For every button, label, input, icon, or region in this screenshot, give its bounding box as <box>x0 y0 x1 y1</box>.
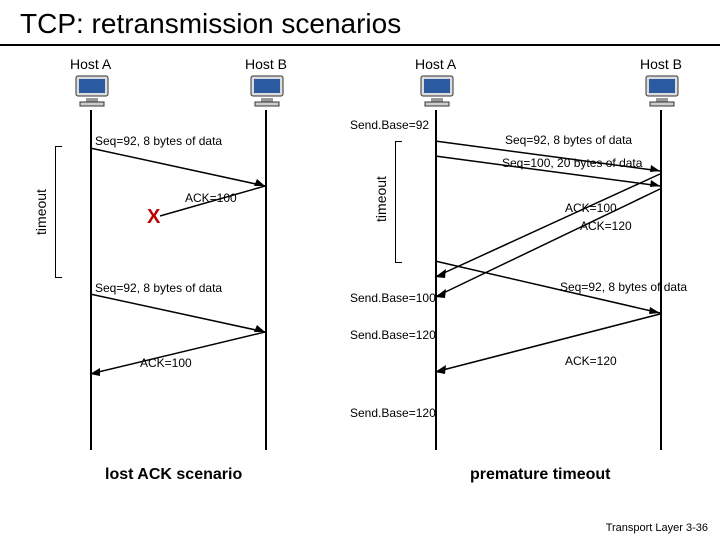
host-a2-label: Host A <box>415 56 456 72</box>
left-caption: lost ACK scenario <box>105 466 242 484</box>
arrow-right-3 <box>435 261 662 316</box>
page-title: TCP: retransmission scenarios <box>0 0 720 46</box>
arrow-left-1 <box>90 148 267 188</box>
timeout-bracket-right <box>395 141 402 263</box>
arrow-right-ack3 <box>435 314 662 374</box>
arrow-left-2 <box>90 294 267 334</box>
computer-icon <box>417 74 457 108</box>
computer-icon <box>642 74 682 108</box>
computer-icon <box>247 74 287 108</box>
right-sendbase92: Send.Base=92 <box>350 118 429 132</box>
right-sendbase100: Send.Base=100 <box>350 291 436 305</box>
timeout-label-right: timeout <box>373 176 389 222</box>
arrow-left-ack1 <box>90 186 267 231</box>
timeout-bracket-left <box>55 146 62 278</box>
arrow-left-ack2 <box>90 332 267 377</box>
right-caption: premature timeout <box>470 466 610 484</box>
left-seq92-2: Seq=92, 8 bytes of data <box>95 281 222 295</box>
computer-icon <box>72 74 112 108</box>
x-mark-icon: X <box>147 206 160 229</box>
diagram-area: Host A Host B Host A Host B timeout Seq=… <box>0 56 720 526</box>
host-b2-label: Host B <box>640 56 682 72</box>
host-a1-label: Host A <box>70 56 111 72</box>
right-sendbase120-a: Send.Base=120 <box>350 328 436 342</box>
right-sendbase120-b: Send.Base=120 <box>350 406 436 420</box>
footer-text: Transport Layer 3-36 <box>606 522 708 534</box>
timeout-label-left: timeout <box>33 189 49 235</box>
left-seq92-1: Seq=92, 8 bytes of data <box>95 134 222 148</box>
host-b1-label: Host B <box>245 56 287 72</box>
